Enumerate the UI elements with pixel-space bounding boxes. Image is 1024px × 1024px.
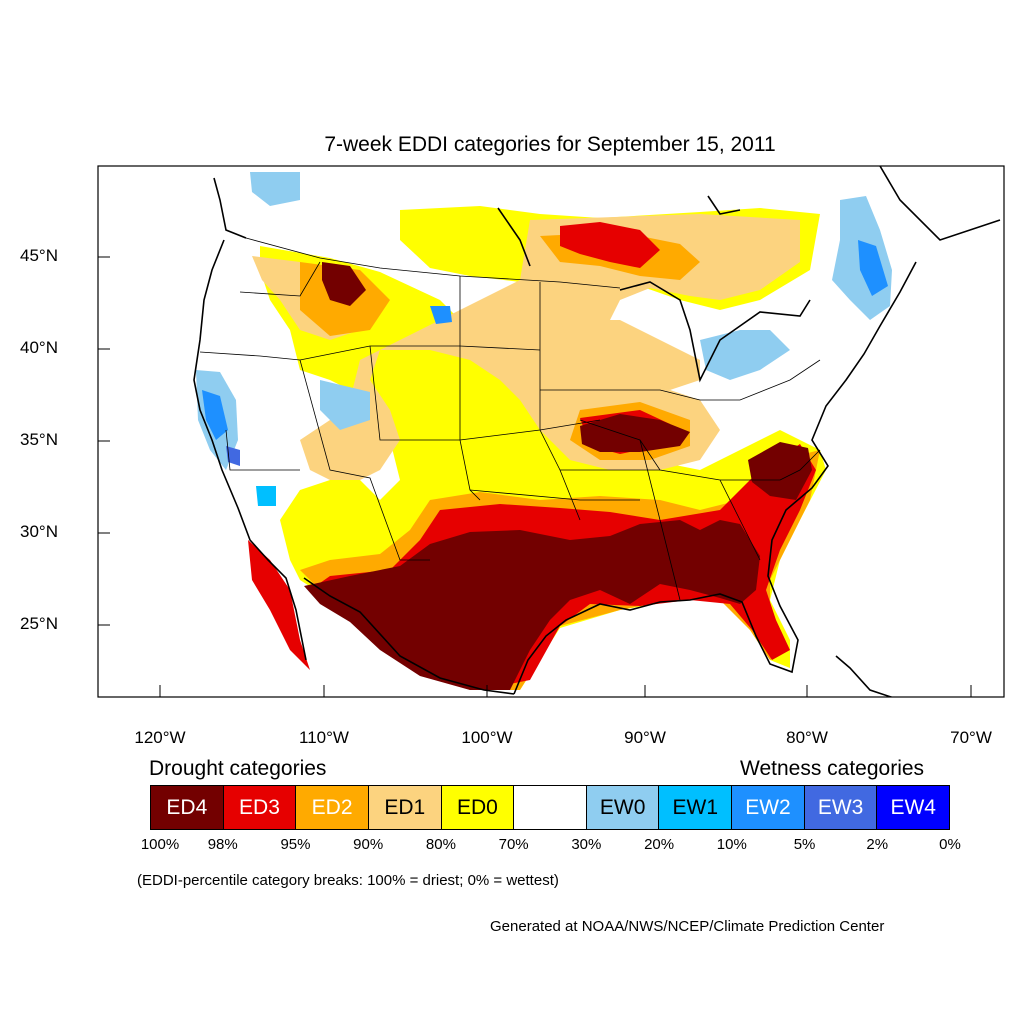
percentile-label: 90% xyxy=(353,836,384,853)
percentile-label: 0% xyxy=(939,836,961,853)
lon-label-90: 90°W xyxy=(624,728,666,747)
lon-ticks xyxy=(159,685,972,697)
lat-label-35: 35°N xyxy=(20,430,58,449)
map-title: 7-week EDDI categories for September 15,… xyxy=(324,133,776,156)
wetness-shading xyxy=(196,172,892,506)
drought-heading: Drought categories xyxy=(149,757,327,780)
lon-label-70: 70°W xyxy=(950,728,992,747)
lon-label-80: 80°W xyxy=(786,728,828,747)
lat-label-45: 45°N xyxy=(20,246,58,265)
drought-shading xyxy=(248,206,826,690)
lon-label-100: 100°W xyxy=(461,728,513,747)
percentile-label: 70% xyxy=(498,836,529,853)
lon-label-110: 110°W xyxy=(299,728,349,747)
legend-box-ew4: EW4 xyxy=(877,786,950,829)
percentile-label: 2% xyxy=(866,836,889,853)
percentile-label: 20% xyxy=(644,836,675,853)
map-frame xyxy=(97,165,1005,698)
lat-label-40: 40°N xyxy=(20,338,58,357)
percentile-label: 100% xyxy=(140,836,180,853)
legend-bar: ED4 ED3 ED2 ED1 ED0 EW0 EW1 EW2 EW3 EW4 xyxy=(150,785,950,830)
legend-box-ew2: EW2 xyxy=(732,786,805,829)
boundaries xyxy=(199,237,821,601)
coastlines xyxy=(193,166,1001,697)
percentile-label: 5% xyxy=(793,836,816,853)
lat-label-25: 25°N xyxy=(20,614,58,633)
lat-ticks xyxy=(98,256,110,626)
legend-box-ed4: ED4 xyxy=(151,786,224,829)
lon-label-120: 120°W xyxy=(134,728,186,747)
percentile-label: 80% xyxy=(425,836,456,853)
percentile-label: 95% xyxy=(280,836,311,853)
legend-box-ed2: ED2 xyxy=(296,786,369,829)
legend-box-ew0: EW0 xyxy=(586,786,660,829)
legend-box-ed0: ED0 xyxy=(441,786,515,829)
legend-box-ed1: ED1 xyxy=(368,786,442,829)
category-note: (EDDI-percentile category breaks: 100% =… xyxy=(137,872,559,889)
legend-box-ew1: EW1 xyxy=(659,786,733,829)
legend-box-ed3: ED3 xyxy=(223,786,297,829)
percentile-label: 98% xyxy=(207,836,238,853)
credit-line: Generated at NOAA/NWS/NCEP/Climate Predi… xyxy=(490,918,885,935)
eddi-map xyxy=(193,166,1001,697)
percentile-label: 10% xyxy=(716,836,747,853)
legend-box-normal xyxy=(514,786,587,829)
wetness-heading: Wetness categories xyxy=(740,757,925,780)
percentile-label: 30% xyxy=(571,836,602,853)
legend-box-ew3: EW3 xyxy=(804,786,878,829)
lat-label-30: 30°N xyxy=(20,522,58,541)
